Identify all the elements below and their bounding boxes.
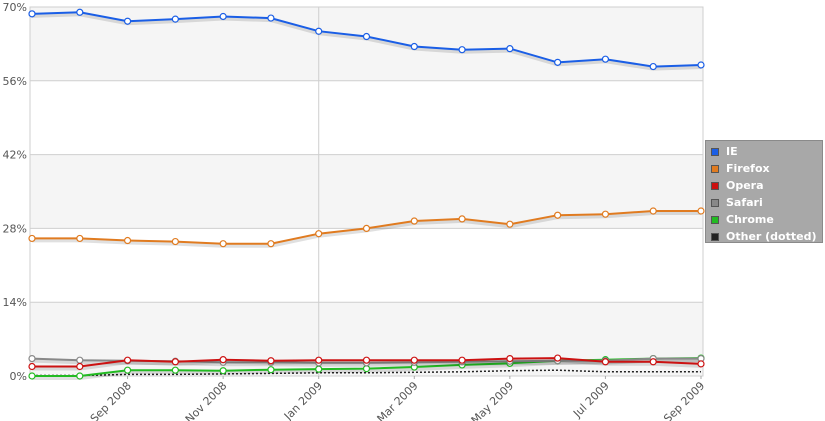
x-tick-label: Sep 2009	[661, 379, 707, 421]
data-point	[123, 236, 132, 245]
y-tick-label: 28%	[3, 222, 27, 235]
legend-item: IE	[711, 143, 818, 160]
data-point	[362, 224, 371, 232]
data-point	[123, 366, 132, 374]
legend: IE Firefox Opera Safari Chrome Other (dotted)	[705, 140, 823, 243]
legend-label: Chrome	[726, 213, 774, 226]
data-point	[171, 366, 179, 374]
legend-item: Chrome	[711, 211, 818, 228]
data-point	[315, 27, 323, 35]
legend-label: IE	[726, 145, 738, 158]
data-point	[28, 362, 36, 371]
data-point	[458, 215, 466, 223]
legend-swatch	[711, 181, 719, 190]
legend-item: Other (dotted)	[711, 228, 818, 245]
data-point	[123, 356, 132, 364]
x-tick-label: Mar 2009	[375, 379, 421, 421]
data-point	[76, 362, 84, 371]
y-tick-label: 70%	[3, 1, 27, 14]
legend-swatch	[711, 232, 719, 241]
legend-item: Safari	[711, 194, 818, 211]
data-point	[219, 367, 227, 375]
grid-band	[30, 7, 703, 81]
data-point	[267, 366, 275, 374]
data-point	[219, 240, 227, 248]
data-point	[554, 211, 562, 219]
data-point	[267, 14, 275, 22]
x-tick-label: Nov 2008	[183, 379, 230, 421]
legend-label: Firefox	[726, 162, 770, 175]
data-point	[76, 356, 84, 364]
series-line-other	[32, 369, 701, 377]
data-point	[649, 358, 657, 366]
y-tick-label: 56%	[3, 75, 27, 88]
data-point	[28, 234, 36, 243]
data-point	[219, 356, 227, 364]
data-point	[28, 372, 36, 380]
data-point	[458, 46, 466, 54]
data-point	[649, 62, 657, 71]
data-point	[315, 365, 323, 373]
data-point	[28, 355, 36, 363]
data-point	[506, 45, 514, 53]
data-point	[171, 237, 179, 246]
data-point	[554, 354, 562, 362]
x-tick-label: Jul 2009	[570, 379, 612, 421]
data-point	[601, 55, 610, 63]
data-point	[76, 372, 84, 380]
data-point	[410, 356, 418, 364]
x-tick-label: Sep 2008	[88, 379, 134, 421]
data-point	[410, 42, 418, 51]
data-point	[554, 58, 562, 66]
data-point	[697, 360, 705, 368]
data-point	[458, 356, 466, 364]
data-point	[171, 15, 179, 23]
legend-item: Firefox	[711, 160, 818, 177]
legend-label: Opera	[726, 179, 764, 192]
data-point	[171, 358, 179, 366]
data-point	[697, 61, 705, 69]
data-point	[315, 356, 323, 364]
data-point	[601, 358, 610, 366]
legend-item: Opera	[711, 177, 818, 194]
y-tick-label: 0%	[10, 370, 27, 383]
data-point	[267, 240, 275, 248]
data-point	[506, 355, 514, 363]
data-point	[649, 207, 657, 215]
data-point	[362, 356, 371, 364]
data-point	[267, 357, 275, 365]
legend-swatch	[711, 147, 719, 156]
legend-swatch	[711, 198, 719, 207]
data-point	[697, 207, 705, 215]
data-point	[410, 217, 418, 225]
data-point	[506, 220, 514, 228]
y-tick-label: 42%	[3, 149, 27, 162]
data-point	[362, 32, 371, 41]
legend-swatch	[711, 164, 719, 173]
data-point	[219, 12, 227, 21]
y-tick-label: 14%	[3, 296, 27, 309]
grid-band	[30, 154, 703, 229]
legend-swatch	[711, 215, 719, 224]
x-tick-label: Jan 2009	[281, 379, 325, 421]
data-point	[76, 234, 84, 243]
data-point	[28, 10, 36, 18]
data-point	[315, 230, 323, 238]
legend-label: Safari	[726, 196, 763, 209]
data-point	[123, 17, 132, 25]
data-point	[601, 210, 610, 218]
x-tick-label: May 2009	[469, 379, 517, 421]
data-point	[76, 8, 84, 16]
legend-label: Other (dotted)	[726, 230, 817, 243]
